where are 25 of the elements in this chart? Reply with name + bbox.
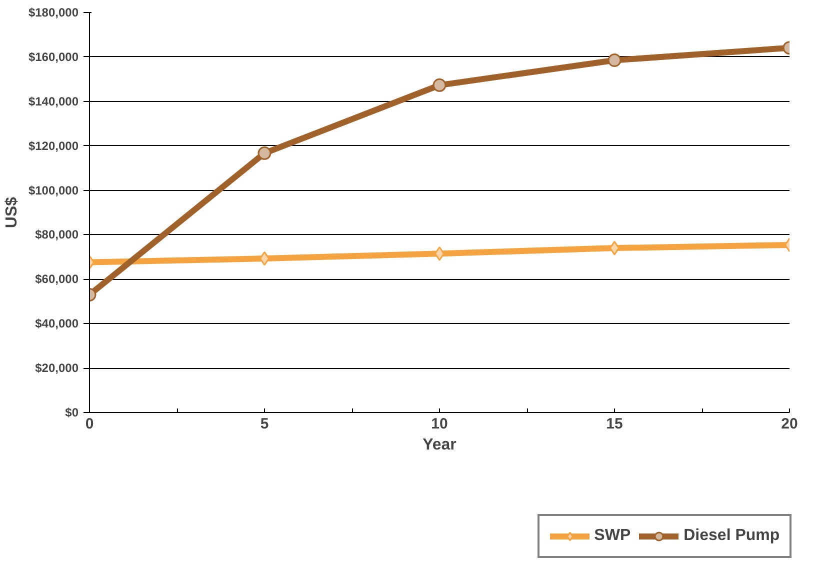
y-tick-label: $60,000 bbox=[35, 272, 79, 286]
x-tick-label: 0 bbox=[85, 416, 94, 432]
y-tick-label: $80,000 bbox=[35, 228, 79, 242]
point bbox=[259, 251, 270, 266]
point bbox=[609, 240, 620, 256]
y-tick-label: $140,000 bbox=[28, 94, 79, 108]
y-tick-label: $160,000 bbox=[28, 50, 79, 64]
y-tick-label: $120,000 bbox=[28, 138, 79, 153]
point bbox=[258, 146, 272, 160]
y-tick-label: $20,000 bbox=[35, 361, 79, 376]
y-tick-label: $100,000 bbox=[28, 183, 79, 198]
legend-label: SWP bbox=[594, 527, 631, 545]
y-axis-title: US$ bbox=[3, 196, 20, 228]
y-tick-label: $180,000 bbox=[28, 6, 79, 20]
point bbox=[608, 54, 622, 68]
point bbox=[434, 246, 445, 261]
x-tick-label: 5 bbox=[260, 416, 269, 432]
point bbox=[432, 78, 446, 92]
x-axis-title: Year bbox=[422, 436, 456, 454]
x-tick-label: 15 bbox=[606, 416, 623, 432]
y-tick-label: $40,000 bbox=[35, 316, 79, 331]
x-tick-label: 10 bbox=[431, 416, 448, 432]
y-tick-label: $0 bbox=[65, 406, 79, 420]
legend-label: Diesel Pump bbox=[684, 527, 780, 545]
x-tick-label: 20 bbox=[781, 416, 798, 432]
